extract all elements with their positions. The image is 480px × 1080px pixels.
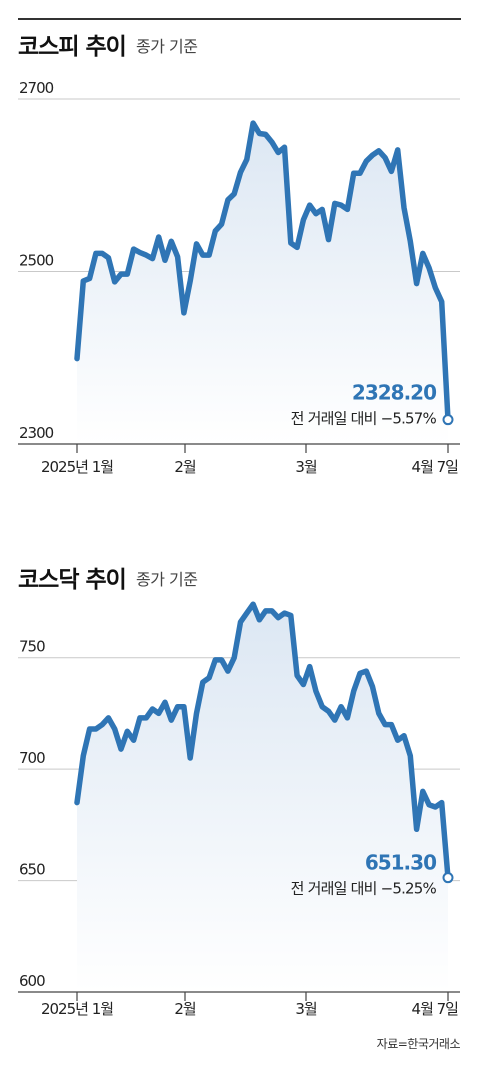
- y-tick-label: 2300: [19, 424, 54, 442]
- kospi-chart: 2700 2500 2300 2025년 1월 2월 3월 4월 7일 2328.20 전 거래…: [18, 79, 460, 476]
- series-line: [74, 120, 451, 423]
- x-tick-label: 3월: [295, 458, 317, 476]
- area-fill: [77, 604, 448, 992]
- end-point-marker: [442, 414, 454, 426]
- chart-title: 코스피 추이: [18, 34, 127, 60]
- x-tick-label: 2025년 1월: [41, 458, 113, 476]
- area-fill: [77, 123, 448, 444]
- change-label: 전 거래일 대비 −5.25%: [291, 880, 437, 898]
- x-tick-label: 2025년 1월: [41, 1000, 113, 1018]
- chart-subtitle: 종가 기준: [136, 37, 198, 56]
- x-tick-label: 2월: [174, 458, 196, 476]
- chart-subtitle: 종가 기준: [136, 570, 198, 589]
- y-tick-label: 2500: [19, 252, 54, 270]
- y-tick-label: 700: [19, 749, 45, 767]
- end-point-marker: [442, 872, 454, 884]
- x-tick-label: 4월 7일: [412, 458, 459, 476]
- last-value-label: 2328.20: [352, 381, 436, 405]
- chart-title: 코스닥 추이: [18, 567, 127, 593]
- last-value-label: 651.30: [365, 851, 436, 875]
- top-rule: [18, 18, 461, 20]
- y-tick-label: 2700: [19, 79, 54, 97]
- y-tick-label: 600: [19, 972, 45, 990]
- x-tick-label: 2월: [174, 1000, 196, 1018]
- x-tick-label: 3월: [295, 1000, 317, 1018]
- x-tick-label: 4월 7일: [412, 1000, 459, 1018]
- series-line: [74, 601, 451, 881]
- change-label: 전 거래일 대비 −5.57%: [291, 410, 437, 428]
- source-note: 자료=한국거래소: [376, 1037, 461, 1051]
- y-tick-label: 650: [19, 861, 45, 879]
- y-tick-label: 750: [19, 638, 45, 656]
- kosdaq-chart: 750 700 650 600 2025년 1월 2월 3월 4월 7일 651.30 전 거래일…: [18, 601, 460, 1018]
